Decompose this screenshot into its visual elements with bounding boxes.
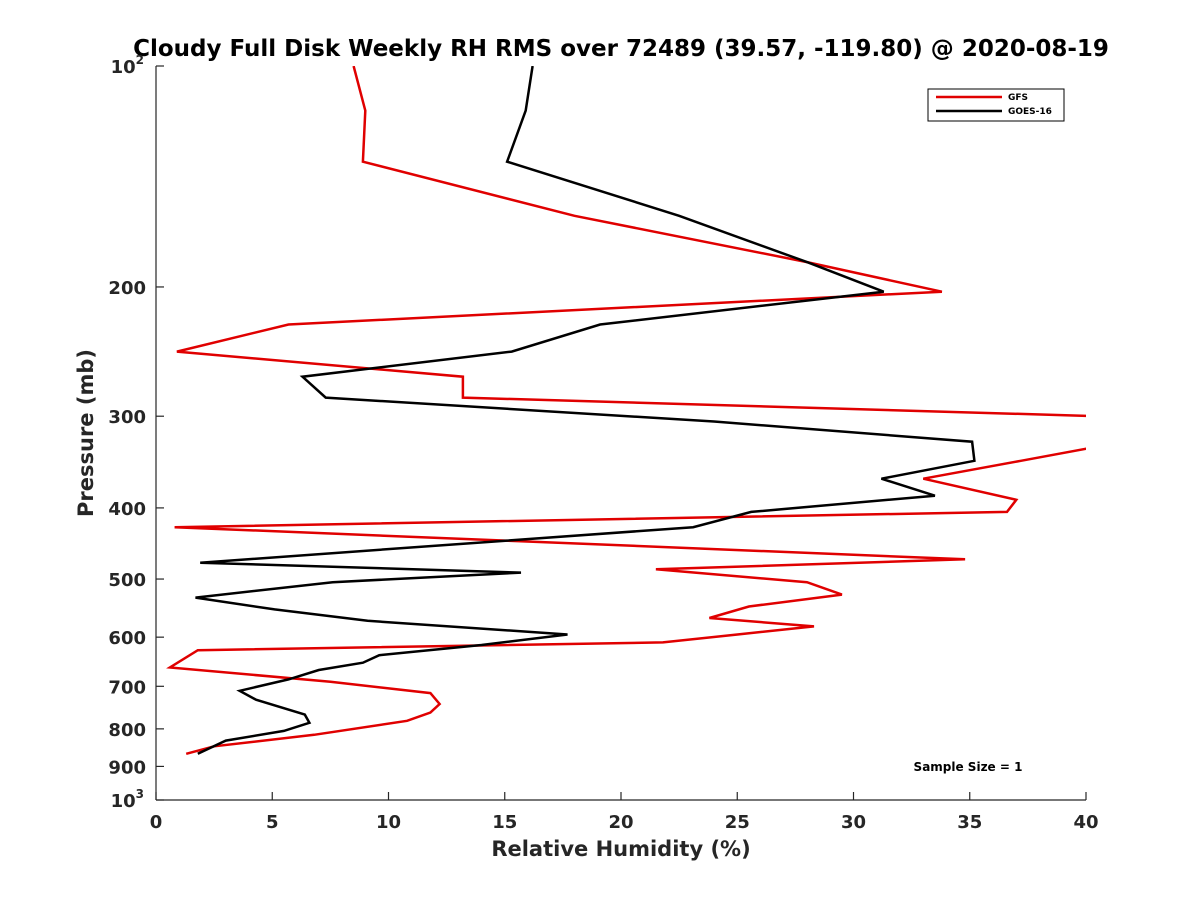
y-axis-label: Pressure (mb): [74, 349, 98, 517]
x-tick-label: 25: [725, 812, 750, 833]
series-line-gfs: [166, 66, 1086, 756]
y-tick-label: 900: [108, 757, 146, 778]
y-tick-label: 600: [108, 628, 146, 649]
legend-box: [927, 88, 1065, 122]
x-tick-label: 0: [150, 812, 163, 833]
x-tick-label: 40: [1073, 812, 1098, 833]
y-tick-label: 700: [108, 677, 146, 698]
y-tick-label: 500: [108, 570, 146, 591]
x-ticks: 0 5 10 15 20 25 30 35 40: [150, 792, 1099, 833]
y-tick-label: 300: [108, 407, 146, 428]
y-tick-label: 103: [111, 787, 144, 812]
x-tick-label: 5: [266, 812, 279, 833]
series-layer: [166, 66, 1086, 756]
x-tick-label: 35: [957, 812, 982, 833]
x-tick-label: 30: [841, 812, 866, 833]
series-line-goes16: [195, 66, 976, 755]
x-tick-label: 15: [492, 812, 517, 833]
chart-title: Cloudy Full Disk Weekly RH RMS over 7248…: [133, 36, 1109, 62]
x-tick-label: 10: [376, 812, 401, 833]
y-tick-label: 102: [111, 53, 144, 78]
sample-size-annotation: Sample Size = 1: [914, 760, 1023, 774]
y-tick-label: 200: [108, 278, 146, 299]
y-tick-label: 800: [108, 720, 146, 741]
x-tick-label: 20: [608, 812, 633, 833]
legend-label-goes16: GOES-16: [1008, 107, 1052, 117]
y-tick-label: 400: [108, 499, 146, 520]
legend: GFS GOES-16: [927, 88, 1065, 122]
y-ticks: 102 200 300 400 500 600 700 800 900 103: [108, 53, 164, 812]
x-axis-label: Relative Humidity (%): [491, 837, 750, 861]
legend-label-gfs: GFS: [1008, 93, 1028, 103]
